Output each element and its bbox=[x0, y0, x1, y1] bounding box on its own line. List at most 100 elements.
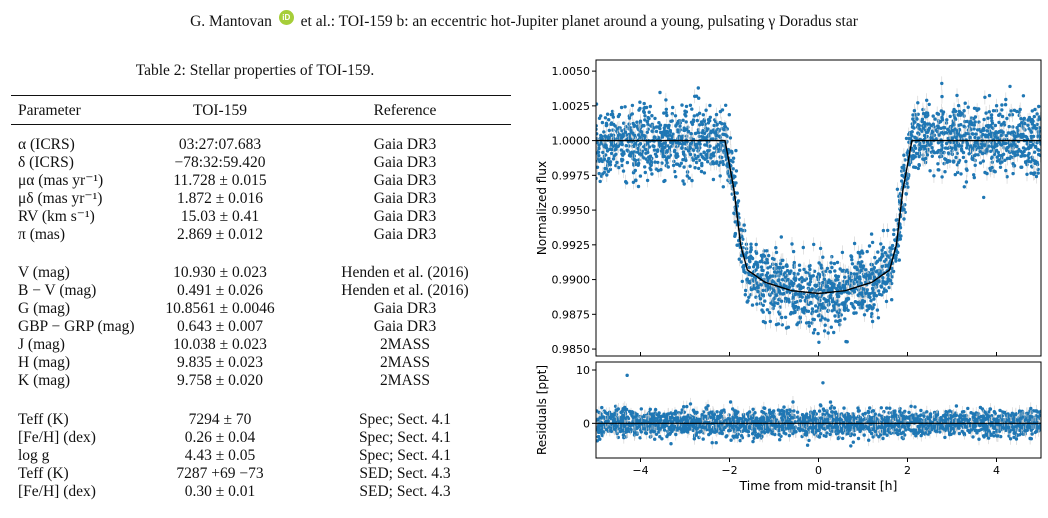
data-point bbox=[942, 161, 946, 166]
data-point bbox=[791, 295, 795, 299]
orcid-icon[interactable]: iD bbox=[278, 10, 294, 25]
data-point bbox=[1026, 123, 1030, 128]
data-point bbox=[620, 129, 624, 133]
table-cell-value: 10.930 ± 0.023 bbox=[173, 264, 267, 281]
data-point bbox=[891, 269, 896, 274]
table-cell-reference: Spec; Sect. 4.1 bbox=[358, 447, 452, 464]
data-point bbox=[689, 142, 693, 146]
data-point bbox=[931, 149, 935, 153]
data-point bbox=[692, 114, 696, 118]
data-point bbox=[690, 107, 694, 111]
data-point bbox=[831, 304, 836, 308]
data-point bbox=[645, 148, 650, 152]
data-point bbox=[867, 244, 872, 248]
data-point bbox=[1000, 143, 1004, 147]
data-point bbox=[886, 228, 890, 233]
table-cell-value: 7294 ± 70 bbox=[188, 411, 252, 428]
data-point bbox=[734, 181, 738, 185]
data-point bbox=[940, 175, 944, 179]
data-point bbox=[846, 297, 851, 301]
data-point bbox=[1035, 122, 1039, 127]
data-point bbox=[863, 280, 867, 285]
table-cell-reference: Gaia DR3 bbox=[373, 154, 437, 171]
data-point bbox=[837, 303, 841, 307]
data-point bbox=[880, 248, 884, 252]
data-point bbox=[866, 273, 870, 278]
data-point bbox=[795, 322, 799, 327]
data-point bbox=[944, 141, 949, 146]
data-point bbox=[833, 314, 837, 318]
data-point bbox=[950, 149, 954, 153]
data-point bbox=[666, 165, 670, 169]
data-point bbox=[899, 234, 903, 238]
data-point bbox=[702, 131, 707, 136]
data-point bbox=[833, 308, 837, 312]
data-point bbox=[1031, 143, 1035, 147]
data-point bbox=[649, 159, 653, 164]
data-point bbox=[736, 243, 740, 247]
data-point bbox=[658, 90, 662, 95]
data-point bbox=[870, 240, 875, 245]
data-point bbox=[1032, 150, 1037, 154]
data-point bbox=[596, 102, 599, 106]
data-point bbox=[747, 272, 751, 277]
table-cell-value: 03:27:07.683 bbox=[178, 136, 262, 153]
data-point bbox=[927, 102, 931, 107]
data-point bbox=[880, 293, 884, 297]
data-point bbox=[779, 299, 784, 303]
data-point bbox=[785, 264, 789, 268]
data-point bbox=[883, 282, 888, 286]
table-cell-parameter: J (mag) bbox=[18, 336, 65, 353]
data-point bbox=[647, 145, 652, 149]
data-point bbox=[779, 258, 783, 263]
data-point bbox=[962, 124, 966, 128]
data-point bbox=[662, 179, 666, 184]
data-point bbox=[940, 118, 945, 122]
table-row: δ (ICRS) −78:32:59.420 Gaia DR3 bbox=[0, 154, 510, 172]
table-cell-reference: 2MASS bbox=[380, 354, 430, 371]
data-point bbox=[682, 165, 686, 169]
data-point bbox=[937, 168, 941, 172]
data-point bbox=[982, 128, 986, 132]
data-point bbox=[798, 316, 802, 320]
data-point bbox=[1029, 130, 1034, 134]
data-point bbox=[1011, 162, 1015, 166]
data-point bbox=[981, 159, 985, 163]
data-point bbox=[1029, 145, 1033, 149]
data-point bbox=[615, 160, 619, 165]
data-point bbox=[816, 277, 820, 282]
data-point bbox=[771, 274, 775, 278]
data-point bbox=[742, 268, 746, 272]
data-point bbox=[771, 306, 775, 311]
data-point bbox=[946, 127, 950, 132]
data-point bbox=[765, 261, 770, 265]
data-point bbox=[1038, 117, 1041, 121]
data-point bbox=[702, 171, 707, 175]
data-point bbox=[768, 293, 772, 297]
data-point bbox=[706, 118, 711, 122]
data-point bbox=[663, 133, 667, 137]
y-tick-label: 0.9900 bbox=[552, 274, 591, 287]
data-point bbox=[827, 287, 832, 291]
data-point bbox=[779, 270, 783, 274]
data-point bbox=[625, 148, 629, 152]
data-point bbox=[959, 147, 964, 151]
data-point bbox=[931, 122, 935, 126]
data-point bbox=[985, 149, 989, 153]
data-point bbox=[627, 126, 632, 130]
data-point bbox=[621, 169, 626, 173]
data-point bbox=[792, 281, 796, 286]
data-point bbox=[646, 160, 650, 164]
data-point bbox=[980, 151, 985, 156]
data-point bbox=[1001, 130, 1005, 134]
page-header: G. Mantovan iD et al.: TOI-159 b: an ecc… bbox=[0, 10, 1048, 31]
data-point bbox=[629, 129, 633, 133]
data-point bbox=[764, 273, 768, 277]
data-point bbox=[835, 292, 839, 297]
data-point bbox=[767, 310, 772, 315]
data-point bbox=[693, 166, 697, 170]
data-point bbox=[1032, 114, 1036, 119]
data-point bbox=[624, 125, 628, 129]
data-point bbox=[770, 256, 775, 261]
data-point bbox=[997, 120, 1001, 125]
